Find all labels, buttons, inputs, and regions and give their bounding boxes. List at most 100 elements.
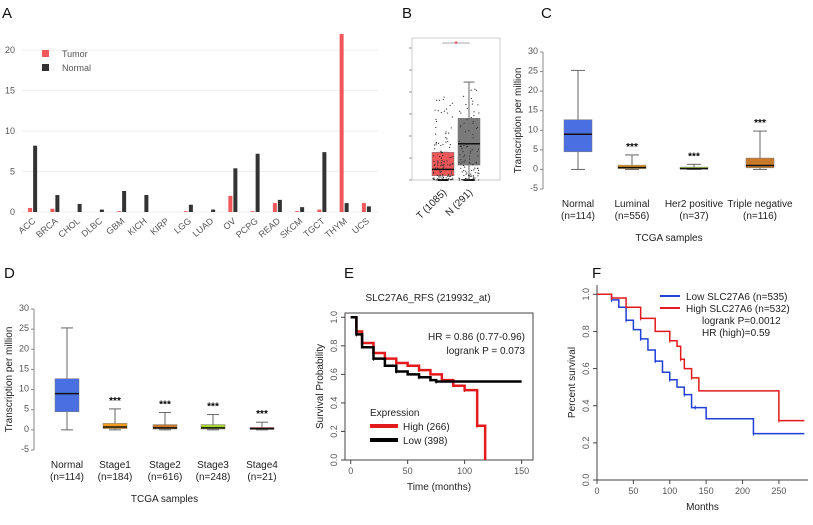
bar-normal xyxy=(322,152,327,212)
data-point xyxy=(471,103,474,105)
data-point xyxy=(449,144,451,146)
significance-stars: *** xyxy=(754,118,766,129)
x-axis-label: Months xyxy=(686,502,719,513)
data-point xyxy=(468,178,470,181)
x-tick-label: PCPG xyxy=(234,216,260,240)
data-point xyxy=(441,164,443,166)
data-point xyxy=(448,146,451,149)
data-point xyxy=(440,170,442,173)
data-point xyxy=(442,176,445,179)
count-label: (n=114) xyxy=(561,211,595,222)
data-point xyxy=(435,142,437,144)
panel-letter: B xyxy=(402,5,412,22)
legend-label: High SLC27A6 (n=532) xyxy=(686,304,790,315)
x-axis-label: TCGA samples xyxy=(131,494,198,505)
bar-tumor xyxy=(295,211,300,212)
data-point xyxy=(440,157,443,159)
data-point xyxy=(437,162,439,164)
data-point xyxy=(451,171,453,173)
box xyxy=(457,118,481,166)
y-tick-label: 1.0 xyxy=(329,311,339,324)
data-point xyxy=(473,115,475,117)
data-point xyxy=(449,156,451,159)
data-point xyxy=(474,177,476,179)
data-point xyxy=(439,170,441,172)
data-point xyxy=(452,162,454,165)
bar-tumor xyxy=(317,209,322,212)
data-point xyxy=(477,175,479,177)
x-axis-label: TCGA samples xyxy=(635,233,702,244)
data-point xyxy=(450,156,452,158)
x-tick-label: 200 xyxy=(735,486,750,496)
data-point xyxy=(439,172,441,174)
data-point xyxy=(442,154,444,156)
data-point xyxy=(439,164,442,167)
data-point xyxy=(437,164,439,166)
data-point xyxy=(460,167,462,169)
x-tick-label: THYM xyxy=(323,216,349,240)
data-point xyxy=(445,132,447,135)
data-point xyxy=(463,169,465,172)
y-axis-label: Percent survival xyxy=(567,347,578,418)
count-label: (n=616) xyxy=(148,472,183,483)
data-point xyxy=(470,175,473,177)
data-point xyxy=(463,179,465,181)
box xyxy=(563,119,593,153)
data-point xyxy=(474,88,476,90)
category-label: Her2 positive xyxy=(665,199,724,210)
significance-stars: *** xyxy=(688,151,700,162)
legend-swatch xyxy=(42,50,49,57)
data-point xyxy=(437,174,439,176)
y-tick-label: 0.2 xyxy=(581,437,591,450)
data-point xyxy=(466,172,468,174)
legend-label: Normal xyxy=(62,63,91,73)
data-point xyxy=(469,163,471,165)
annotation: logrank P = 0.073 xyxy=(447,346,526,357)
data-point xyxy=(463,174,465,177)
data-point xyxy=(443,96,445,98)
data-point xyxy=(438,99,441,101)
y-tick-label: 10 xyxy=(5,126,15,136)
y-tick-label: 1.0 xyxy=(581,288,591,301)
data-point xyxy=(458,161,460,163)
data-point xyxy=(472,175,475,177)
bar-tumor xyxy=(272,203,277,212)
y-tick-label: 0.8 xyxy=(581,325,591,338)
category-label: Normal xyxy=(51,460,83,471)
data-point xyxy=(449,104,451,107)
data-point xyxy=(433,144,436,146)
data-point xyxy=(436,178,439,180)
bar-normal xyxy=(33,145,38,212)
data-point xyxy=(445,141,447,143)
x-tick-label: TGCT xyxy=(301,216,327,240)
data-point xyxy=(434,167,436,169)
box xyxy=(745,157,775,169)
data-point xyxy=(475,89,478,91)
bar-tumor xyxy=(117,211,122,212)
data-point xyxy=(437,160,439,162)
data-point xyxy=(473,111,475,113)
data-point xyxy=(445,137,447,139)
data-point xyxy=(466,143,468,145)
panel-letter: F xyxy=(592,265,601,282)
y-axis-label: Survival Probability xyxy=(315,344,326,429)
data-point xyxy=(465,103,467,106)
data-point xyxy=(447,140,449,143)
x-tick-label: GBM xyxy=(104,216,126,237)
legend-label: Low (398) xyxy=(403,436,447,447)
data-point xyxy=(477,169,480,172)
count-label: (n=114) xyxy=(50,472,84,483)
data-point xyxy=(463,154,466,156)
x-tick-label: OV xyxy=(221,216,237,232)
data-point xyxy=(433,168,435,170)
bar-normal xyxy=(55,195,60,212)
data-point xyxy=(461,161,463,163)
y-tick-label: 10 xyxy=(19,384,29,394)
significance-stars: *** xyxy=(109,396,121,407)
x-tick-label: BRCA xyxy=(34,216,60,240)
category-label: Luminal xyxy=(614,199,649,210)
bar-normal xyxy=(233,168,238,212)
x-tick-label: 100 xyxy=(662,486,677,496)
data-point xyxy=(440,144,442,147)
category-label: Stage1 xyxy=(99,460,131,471)
